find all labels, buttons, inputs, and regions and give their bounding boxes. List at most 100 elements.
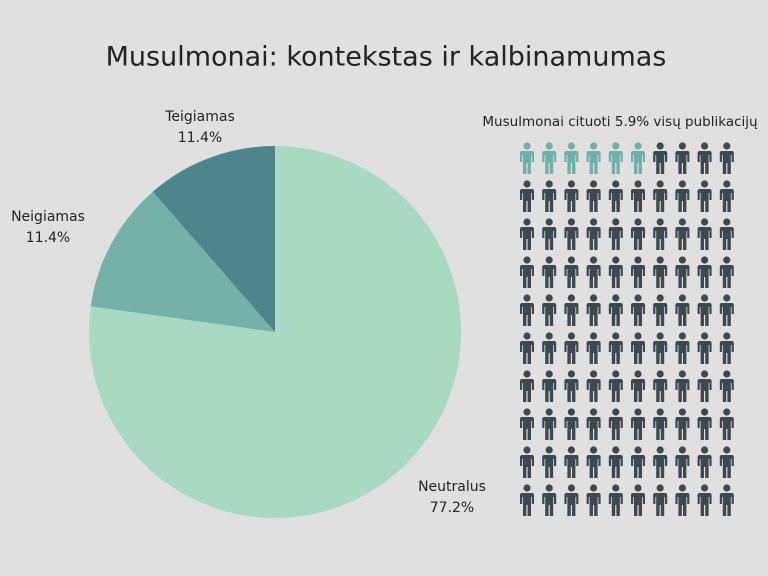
icon-body: [630, 455, 645, 478]
person-icon: [608, 256, 623, 288]
person-icon: [719, 446, 734, 478]
icon-head: [634, 370, 642, 378]
icon-head: [523, 370, 531, 378]
icon-body: [608, 493, 623, 516]
person-icon: [564, 446, 579, 478]
icon-head: [701, 142, 709, 150]
icon-body: [608, 341, 623, 364]
icon-body: [542, 227, 557, 250]
person-icon: [586, 256, 601, 288]
slice-value-label: 11.4%: [178, 130, 222, 146]
icon-body: [586, 341, 601, 364]
icon-body: [653, 265, 668, 288]
icon-body: [564, 189, 579, 212]
icon-body: [608, 379, 623, 402]
icon-body: [653, 303, 668, 326]
icon-body: [697, 189, 712, 212]
icon-head: [723, 218, 731, 226]
icon-head: [701, 180, 709, 188]
person-icon: [719, 408, 734, 440]
icon-body: [719, 455, 734, 478]
icon-head: [701, 408, 709, 416]
icon-head: [523, 446, 531, 454]
person-icon: [719, 256, 734, 288]
icon-body: [519, 493, 534, 516]
icon-head: [590, 294, 598, 302]
icon-body: [675, 227, 690, 250]
icon-head: [545, 370, 553, 378]
icon-body: [564, 417, 579, 440]
icon-body: [630, 265, 645, 288]
icon-head: [678, 446, 687, 454]
icon-head: [634, 408, 642, 416]
icon-body: [719, 493, 734, 516]
person-icon: [608, 484, 623, 516]
person-icon: [630, 218, 645, 250]
icon-body: [586, 151, 601, 174]
slice-value-label: 11.4%: [26, 230, 70, 246]
person-icon: [675, 332, 690, 364]
person-icon: [653, 408, 668, 440]
person-icon: [630, 142, 645, 174]
person-icon: [675, 408, 690, 440]
person-icon: [564, 218, 579, 250]
icon-body: [630, 379, 645, 402]
person-icon: [519, 256, 534, 288]
icon-body: [542, 379, 557, 402]
person-icon: [675, 256, 690, 288]
pie-slice: [152, 146, 275, 332]
person-icon: [519, 142, 534, 174]
person-icon: [608, 294, 623, 326]
icon-body: [719, 189, 734, 212]
icon-body: [564, 341, 579, 364]
icon-body: [542, 151, 557, 174]
person-icon: [608, 218, 623, 250]
icon-head: [678, 256, 687, 264]
icon-head: [634, 484, 642, 492]
icon-body: [675, 189, 690, 212]
icon-head: [701, 294, 709, 302]
person-icon: [564, 142, 579, 174]
person-icon: [542, 408, 557, 440]
person-icon: [719, 142, 734, 174]
person-icon: [675, 446, 690, 478]
icon-head: [612, 370, 620, 378]
person-icon: [653, 256, 668, 288]
icon-head: [567, 408, 576, 416]
icon-head: [634, 142, 642, 150]
icon-body: [564, 227, 579, 250]
icon-head: [612, 256, 620, 264]
icon-body: [719, 341, 734, 364]
icon-body: [542, 265, 557, 288]
icon-body: [586, 455, 601, 478]
person-icon: [630, 484, 645, 516]
icon-head: [723, 408, 731, 416]
icon-head: [701, 218, 709, 226]
icon-head: [545, 142, 553, 150]
person-icon: [586, 142, 601, 174]
icon-body: [564, 455, 579, 478]
icon-body: [608, 265, 623, 288]
person-icon: [697, 180, 712, 212]
icon-head: [612, 180, 620, 188]
icon-head: [612, 218, 620, 226]
icon-head: [678, 294, 687, 302]
icon-body: [653, 227, 668, 250]
icon-head: [723, 256, 731, 264]
icon-head: [545, 332, 553, 340]
person-icon: [697, 484, 712, 516]
icon-body: [586, 379, 601, 402]
icon-head: [701, 256, 709, 264]
icon-body: [519, 341, 534, 364]
icon-head: [523, 484, 531, 492]
icon-head: [656, 332, 664, 340]
icon-head: [656, 294, 664, 302]
icon-head: [678, 370, 687, 378]
icon-head: [545, 180, 553, 188]
person-icon: [675, 218, 690, 250]
icon-head: [590, 370, 598, 378]
person-icon: [542, 484, 557, 516]
icon-head: [656, 370, 664, 378]
person-icon: [564, 332, 579, 364]
icon-body: [519, 189, 534, 212]
